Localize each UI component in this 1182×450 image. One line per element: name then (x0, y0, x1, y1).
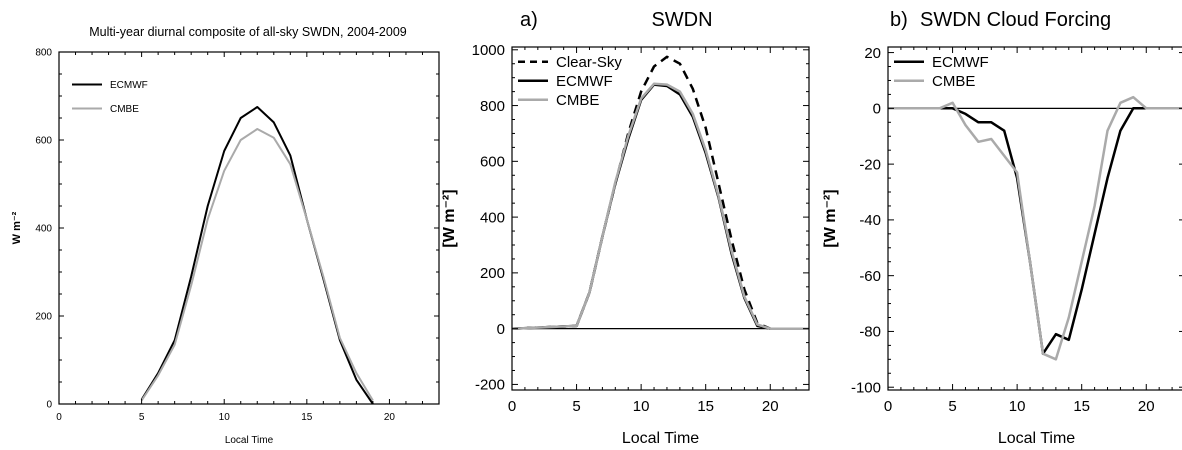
legend-label: Clear-Sky (556, 54, 622, 71)
panel-label: a) (520, 9, 538, 31)
y-tick-label: 200 (35, 312, 52, 323)
y-axis-label: [W m⁻²] (822, 189, 839, 247)
legend: ECMWF CMBE (72, 80, 148, 115)
series-line-cmbe (888, 95, 1182, 361)
y-tick-label: 0 (497, 321, 505, 338)
chart-title: Multi-year diurnal composite of all-sky … (89, 25, 407, 39)
y-tick-label: 20 (864, 45, 881, 62)
y-tick-label: 0 (46, 400, 52, 411)
legend-label: ECMWF (932, 54, 989, 71)
series-line-cmbe (512, 82, 809, 330)
plot-frame (887, 46, 1182, 391)
y-tick-label: 600 (35, 136, 52, 147)
x-tick-label: 5 (572, 398, 580, 415)
y-tick-label: -20 (859, 156, 881, 173)
series-line-ecmwf (888, 107, 1182, 355)
series-line-clear-sky (512, 55, 809, 330)
legend: ECMWF CMBE (894, 54, 989, 90)
x-tick-label: 10 (633, 398, 650, 415)
x-tick-label: 20 (384, 412, 396, 423)
legend-label: CMBE (110, 104, 139, 115)
x-tick-label: 20 (1138, 398, 1155, 415)
chart-title: SWDN (651, 9, 712, 31)
y-tick-label: -60 (859, 268, 881, 285)
series-group (140, 106, 374, 404)
chart-title: SWDN Cloud Forcing (920, 9, 1111, 31)
legend: Clear-Sky ECMWF CMBE (518, 54, 622, 109)
y-tick-label: 200 (480, 265, 505, 282)
x-axis-label: Local Time (622, 430, 699, 447)
x-tick-label: 0 (56, 412, 62, 423)
y-tick-label: -100 (851, 379, 881, 396)
legend-label: ECMWF (110, 80, 148, 91)
y-tick-label: 0 (873, 101, 881, 118)
y-axis-label: [W m⁻²] (441, 189, 458, 247)
series-group (512, 55, 809, 330)
x-tick-label: 15 (1073, 398, 1090, 415)
chart-panel-3: 0 5 10 15 20 -100 -80 -60 -40 -20 0 20 b) SWDN Cloud … (822, 9, 1182, 447)
series-line-ecmwf (512, 83, 809, 330)
x-tick-label: 5 (948, 398, 956, 415)
y-tick-label: 400 (480, 209, 505, 226)
y-tick-label: 800 (480, 98, 505, 115)
x-axis-label: Local Time (225, 435, 274, 446)
y-tick-label: 400 (35, 224, 52, 235)
series-group (888, 95, 1182, 361)
panel-label: b) (890, 9, 908, 31)
legend-label: ECMWF (556, 73, 613, 90)
x-tick-label: 0 (508, 398, 516, 415)
y-axis-label: W m⁻² (11, 211, 23, 244)
x-tick-label: 10 (1009, 398, 1026, 415)
y-tick-label: 600 (480, 154, 505, 171)
y-tick-label: 800 (35, 48, 52, 59)
x-tick-label: 20 (762, 398, 779, 415)
x-axis-label: Local Time (998, 430, 1075, 447)
x-tick-label: 5 (139, 412, 145, 423)
y-tick-label: -40 (859, 212, 881, 229)
y-tick-label: -80 (859, 324, 881, 341)
y-tick-label: 1000 (472, 42, 505, 59)
series-line-cmbe (140, 128, 374, 402)
y-tick-label: -200 (475, 377, 505, 394)
x-tick-label: 15 (301, 412, 313, 423)
series-line-ecmwf (140, 106, 374, 404)
legend-label: CMBE (556, 92, 599, 109)
legend-label: CMBE (932, 73, 975, 90)
plot-frame (511, 46, 810, 391)
x-tick-label: 10 (219, 412, 231, 423)
x-tick-label: 15 (697, 398, 714, 415)
x-tick-label: 0 (884, 398, 892, 415)
